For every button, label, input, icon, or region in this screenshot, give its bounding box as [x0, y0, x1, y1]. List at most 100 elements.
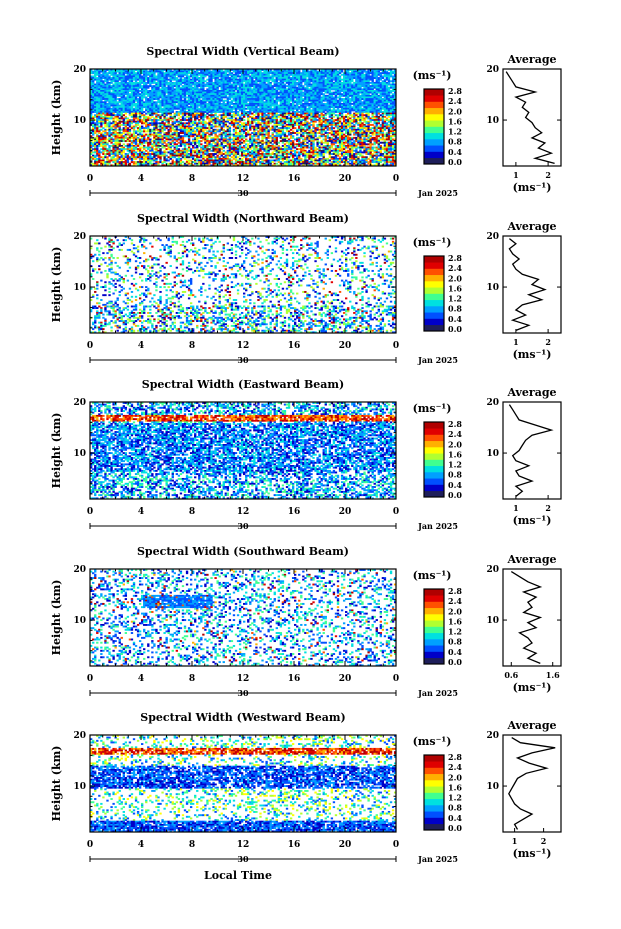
profile-frame: [502, 68, 562, 167]
colorbar-tick-label: 1.6: [448, 449, 462, 459]
date-label: Jan 2025: [417, 854, 458, 864]
colorbar-tick-label: 0.4: [448, 813, 462, 823]
x-tick-label: 0: [393, 174, 399, 184]
panel-2: Spectral Width (Eastward Beam)0 4 8 12 16 20 0…: [50, 378, 562, 531]
colorbar-swatch: [424, 632, 444, 640]
colorbar-swatch: [424, 306, 444, 313]
profile-y-tick-label: 10: [486, 449, 499, 459]
day-label: 30: [237, 188, 249, 198]
y-axis-label: Height (km): [50, 247, 63, 323]
y-tick-label: 10: [73, 616, 86, 626]
colorbar-tick-label: 0.4: [448, 480, 462, 490]
colorbar-swatch: [424, 318, 444, 326]
colorbar-swatch: [424, 657, 444, 665]
profile-x-tick-label: 2: [545, 503, 551, 513]
y-tick-label: 10: [73, 116, 86, 126]
profile-frame: [502, 401, 562, 500]
x-tick-label: 0: [393, 840, 399, 850]
colorbar-tick-label: 2.4: [448, 96, 462, 106]
colorbar-swatch: [424, 645, 444, 652]
colorbar-tick-label: 2.0: [448, 439, 462, 449]
colorbar-swatch: [424, 786, 444, 793]
colorbar-swatch: [424, 472, 444, 479]
profile-frame: [502, 568, 562, 667]
colorbar-swatch: [424, 651, 444, 659]
panel-title: Spectral Width (Westward Beam): [140, 711, 345, 724]
x-tick-label: 20: [339, 174, 352, 184]
y-tick-label: 20: [73, 565, 86, 575]
profile-x-tick-label: 0.6: [504, 670, 518, 680]
y-axis-label: Height (km): [50, 413, 63, 489]
colorbar-tick-label: 0.4: [448, 314, 462, 324]
colorbar-swatch: [424, 312, 444, 319]
profile-y-tick-label: 10: [486, 616, 499, 626]
heatmap-cells: [90, 402, 396, 499]
x-tick-label: 12: [237, 674, 250, 684]
profile-y-tick-label: 10: [486, 782, 499, 792]
colorbar-frame: [423, 88, 445, 165]
colorbar-frame: [423, 588, 445, 665]
colorbar-swatch: [424, 614, 444, 621]
colorbar-tick-label: 1.6: [448, 283, 462, 293]
x-tick-label: 0: [393, 507, 399, 517]
colorbar-swatch: [424, 101, 444, 109]
colorbar-swatch: [424, 773, 444, 781]
colorbar-tick-label: 0.0: [448, 324, 462, 334]
x-tick-label: 20: [339, 341, 352, 351]
x-tick-label: 20: [339, 840, 352, 850]
colorbar-swatch: [424, 151, 444, 159]
colorbar-swatch: [424, 434, 444, 442]
y-tick-label: 20: [73, 731, 86, 741]
colorbar-tick-label: 2.8: [448, 586, 462, 596]
date-label: Jan 2025: [417, 355, 458, 365]
x-tick-label: 8: [189, 840, 195, 850]
x-tick-label: 16: [288, 507, 301, 517]
colorbar-tick-label: 0.8: [448, 803, 462, 813]
colorbar-swatch: [424, 447, 444, 454]
colorbar-tick-label: 0.4: [448, 647, 462, 657]
colorbar-swatch: [424, 287, 444, 294]
colorbar-swatch: [424, 805, 444, 812]
profile-x-tick-label: 1.6: [546, 670, 560, 680]
profile-line: [508, 238, 547, 332]
profile-line: [505, 71, 555, 165]
panel-1: Spectral Width (Northward Beam)0 4 8 12 16 20…: [50, 212, 562, 365]
colorbar-swatch: [424, 478, 444, 485]
colorbar-tick-label: 2.0: [448, 106, 462, 116]
x-tick-label: 12: [237, 840, 250, 850]
colorbar-swatch: [424, 755, 444, 762]
profile-x-tick-label: 2: [545, 170, 551, 180]
colorbar-frame: [423, 255, 445, 332]
colorbar-swatch: [424, 780, 444, 787]
profile-y-tick-label: 20: [486, 65, 499, 75]
colorbar-swatch: [424, 626, 444, 634]
colorbar-tick-label: 0.0: [448, 490, 462, 500]
colorbar-swatch: [424, 324, 444, 332]
profile-y-tick-label: 10: [486, 116, 499, 126]
colorbar-unit: (ms⁻¹): [413, 402, 452, 415]
x-tick-label: 16: [288, 341, 301, 351]
day-label: 30: [237, 854, 249, 864]
colorbar-unit: (ms⁻¹): [413, 236, 452, 249]
colorbar-swatch: [424, 422, 444, 429]
panel-3: Spectral Width (Southward Beam) 0 4 8 12 16 20…: [50, 545, 562, 698]
colorbar-unit: (ms⁻¹): [413, 69, 452, 82]
x-tick-label: 0: [393, 341, 399, 351]
day-label: 30: [237, 521, 249, 531]
colorbar-swatch: [424, 490, 444, 498]
colorbar-swatch: [424, 120, 444, 127]
colorbar-swatch: [424, 157, 444, 165]
colorbar-tick-label: 2.8: [448, 752, 462, 762]
y-tick-label: 20: [73, 232, 86, 242]
profile-line: [508, 737, 556, 830]
profile-y-tick-label: 20: [486, 398, 499, 408]
x-axis-label: Local Time: [204, 869, 272, 882]
panel-title: Spectral Width (Vertical Beam): [146, 45, 339, 58]
heatmap-cells: [90, 569, 396, 666]
colorbar-tick-label: 0.8: [448, 137, 462, 147]
x-tick-label: 16: [288, 174, 301, 184]
heatmap-cells: [90, 69, 396, 166]
date-label: Jan 2025: [417, 188, 458, 198]
profile-x-label: (ms⁻¹): [513, 348, 552, 361]
colorbar-tick-label: 1.2: [448, 127, 462, 137]
